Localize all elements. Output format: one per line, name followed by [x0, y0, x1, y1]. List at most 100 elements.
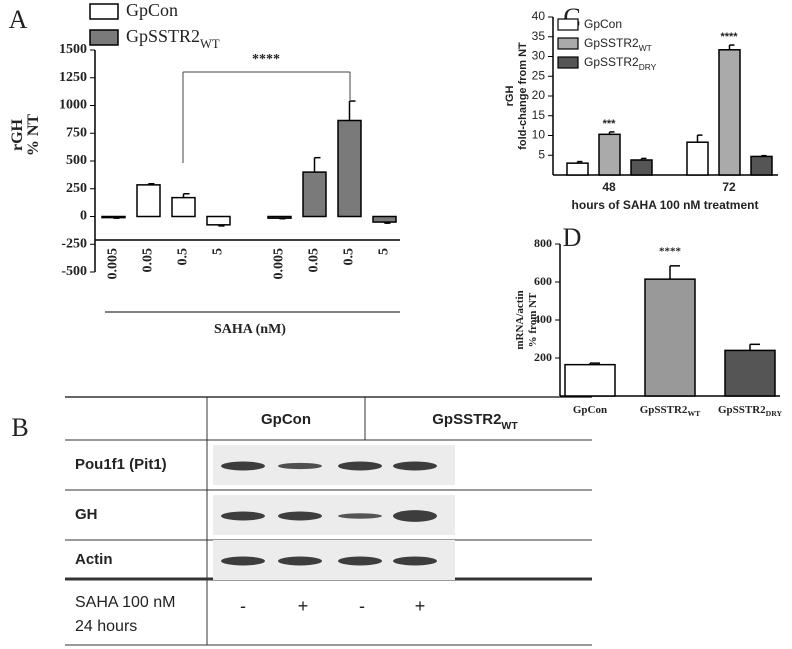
y-axis-label-line: fold-change from NT: [517, 42, 529, 150]
bar: [644, 278, 696, 397]
x-tick-label: GpCon: [573, 404, 607, 416]
row-label: Actin: [75, 551, 113, 568]
bar: [598, 133, 621, 176]
treatment-label: 24 hours: [75, 618, 137, 635]
bar: [171, 196, 196, 218]
bar: [267, 215, 292, 219]
legend-label: GpSSTR2DRY: [584, 55, 657, 72]
y-tick-label: 1000: [59, 98, 87, 113]
x-tick-label: 0.5: [176, 248, 191, 266]
bar: [566, 162, 589, 176]
x-tick-label-sub: DRY: [766, 409, 783, 418]
y-tick-label: 400: [534, 312, 552, 326]
blot-band: [393, 461, 437, 471]
blot-band: [278, 556, 322, 566]
x-tick-label: 0.5: [342, 248, 357, 266]
y-axis-label-line: rGH: [9, 118, 26, 151]
legend-label-main: GpSSTR2: [584, 36, 639, 50]
annotation: ***: [603, 118, 617, 130]
y-tick-label: 40: [532, 9, 546, 23]
y-tick-label: 750: [66, 125, 87, 140]
y-tick-label: 20: [532, 88, 546, 102]
x-axis-label: SAHA (nM): [214, 322, 286, 337]
bar: [206, 215, 231, 226]
legend-label-sub: WT: [639, 43, 652, 53]
y-axis-label: rGHfold-change from NT: [504, 42, 529, 150]
legend-label: GpSSTR2WT: [584, 36, 652, 53]
y-axis-label-line: % NT: [25, 114, 42, 157]
y-tick-label: 250: [66, 181, 87, 196]
legend-swatch: [557, 56, 579, 69]
x-tick-label: 5: [211, 248, 226, 255]
y-tick-label: 1250: [59, 70, 87, 85]
legend-label-sub: DRY: [639, 62, 657, 72]
blot-band: [338, 556, 382, 566]
column-header-sub: WT: [501, 420, 518, 432]
x-tick-label-sub: WT: [687, 409, 701, 418]
legend-label: GpCon: [126, 0, 178, 20]
y-tick-label: -250: [61, 236, 87, 251]
x-tick-label: 72: [722, 180, 736, 194]
annotation: ****: [252, 52, 280, 67]
x-tick-label: 0.05: [141, 248, 156, 273]
bar: [302, 171, 327, 218]
y-tick-label: 1500: [59, 42, 87, 57]
legend-swatch: [557, 37, 579, 50]
y-axis-label-line: % from NT: [527, 292, 539, 347]
treatment-label: SAHA 100 nM: [75, 594, 176, 611]
blot-band: [393, 556, 437, 566]
legend-label-main: GpSSTR2: [126, 26, 200, 46]
x-tick-label: 0.05: [307, 248, 322, 273]
legend-label-sub: WT: [200, 37, 220, 51]
blot-band: [338, 513, 382, 519]
x-tick-label: 5: [377, 248, 392, 255]
y-tick-label: 15: [532, 108, 546, 122]
blot-band: [278, 511, 322, 521]
y-tick-label: 5: [538, 147, 545, 161]
x-tick-label: 0.005: [272, 248, 287, 280]
blot-band: [221, 511, 265, 521]
blot-band: [393, 510, 437, 522]
x-axis-label: hours of SAHA 100 nM treatment: [572, 198, 759, 212]
bar: [718, 49, 741, 176]
y-tick-label: -500: [61, 264, 87, 279]
y-axis-label-line: rGH: [504, 86, 516, 107]
blot-band: [278, 462, 322, 470]
y-tick-label: 35: [532, 29, 546, 43]
treatment-sign: +: [298, 596, 309, 616]
y-tick-label: 30: [532, 49, 546, 63]
legend-swatch: [89, 3, 119, 20]
y-axis-label: rGH% NT: [9, 114, 42, 157]
y-axis-label-line: mRNA/actin: [514, 290, 526, 349]
y-tick-label: 10: [532, 128, 546, 142]
annotation: ****: [659, 245, 682, 257]
treatment-sign: -: [240, 596, 246, 616]
y-tick-label: 0: [80, 209, 87, 224]
legend-label-main: GpSSTR2: [584, 55, 639, 69]
x-tick-label-main: GpSSTR2: [718, 404, 766, 416]
blot-band: [221, 556, 265, 566]
blot-band: [221, 461, 265, 471]
x-tick-label-main: GpCon: [573, 404, 607, 416]
bar: [564, 363, 616, 397]
legend-swatch: [89, 29, 119, 46]
bar: [686, 141, 709, 176]
bar: [372, 215, 397, 223]
panel-label: A: [9, 5, 28, 34]
legend-label-main: GpCon: [126, 0, 178, 20]
y-tick-label: 600: [534, 274, 552, 288]
legend-label: GpCon: [584, 17, 622, 31]
column-header-main: GpSSTR2: [432, 411, 501, 428]
y-tick-label: 800: [534, 236, 552, 250]
x-tick-label: 0.005: [106, 248, 121, 280]
y-tick-label: 200: [534, 350, 552, 364]
bar: [337, 119, 362, 218]
bar: [750, 155, 773, 176]
bar: [724, 349, 776, 397]
treatment-sign: +: [415, 596, 426, 616]
x-tick-label: 48: [602, 180, 616, 194]
annotation: ****: [720, 31, 738, 43]
x-tick-label: GpSSTR2DRY: [718, 404, 783, 419]
bar: [630, 159, 653, 176]
legend-label-main: GpCon: [584, 17, 622, 31]
